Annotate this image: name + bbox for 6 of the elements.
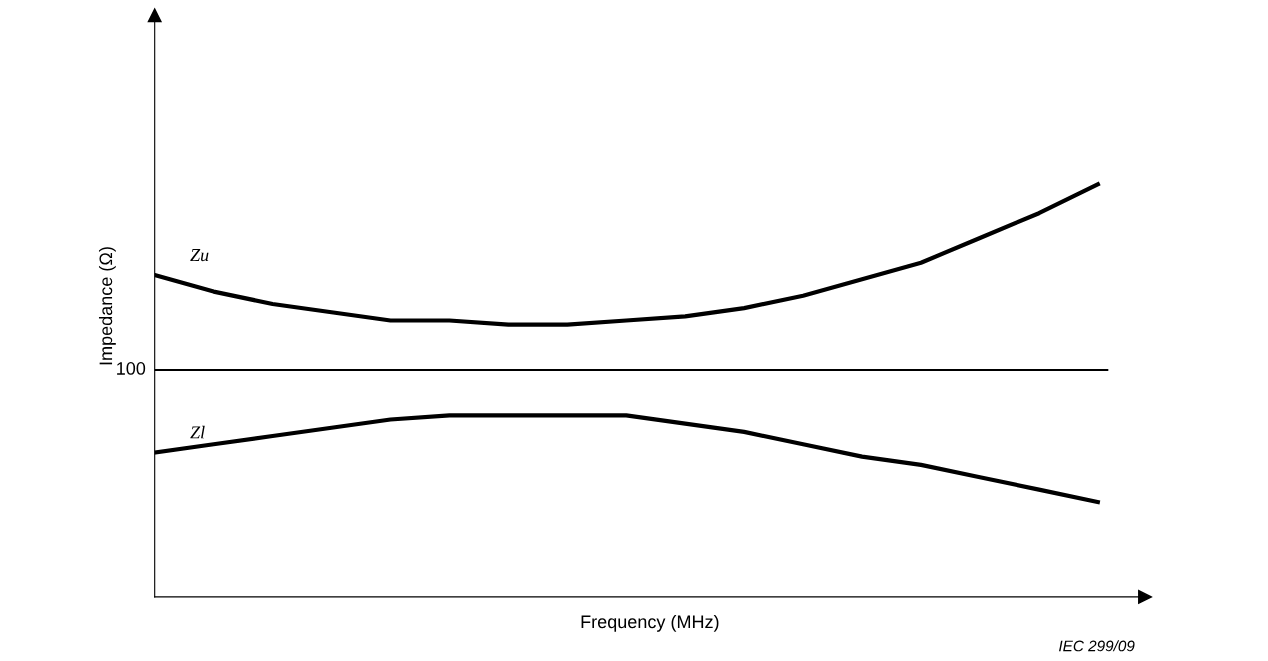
- series-label: Zl: [190, 425, 205, 439]
- series-label: Zu: [190, 249, 209, 262]
- text: 100: [117, 362, 146, 375]
- text: IEC 299/09: [1059, 640, 1135, 652]
- y-axis-title: Impedance (Ω): [98, 247, 116, 365]
- x-axis-title: Frequency (MHz): [581, 614, 719, 632]
